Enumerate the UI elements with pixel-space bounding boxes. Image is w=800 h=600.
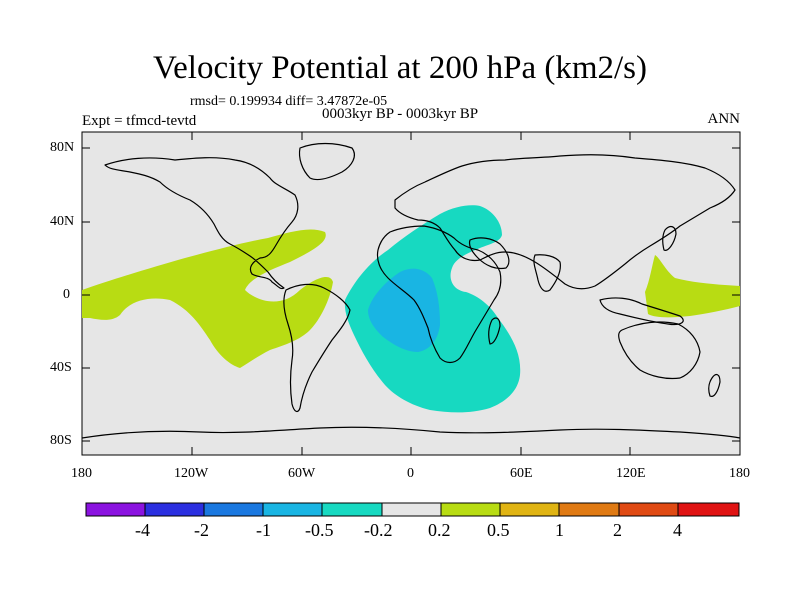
lat-tick-label: 40N <box>50 214 75 229</box>
colorbar-box-2 <box>144 502 205 517</box>
colorbar-box-11 <box>677 502 740 517</box>
colorbar-label: 0.2 <box>428 520 451 540</box>
lon-tick-label: 120E <box>616 466 646 481</box>
antarctica-outline <box>81 426 741 439</box>
arabia-outline <box>468 237 510 270</box>
colorbar-box-10 <box>618 502 679 517</box>
india-outline <box>533 254 561 292</box>
lon-tick-label: 0 <box>407 466 414 481</box>
lon-tick-label: 180 <box>71 466 92 481</box>
australia-outline <box>618 321 701 380</box>
north-america-outline <box>104 157 299 290</box>
colorbar-label: -1 <box>256 520 271 540</box>
europe-outline <box>394 154 736 290</box>
colorbar-box-4 <box>262 502 323 517</box>
positive-anomaly-regions <box>82 229 740 368</box>
colorbar-label: -0.2 <box>364 520 393 540</box>
lon-tick-label: 120W <box>174 466 209 481</box>
colorbar-box-5 <box>321 502 383 517</box>
colorbar-label: 1 <box>555 520 564 540</box>
new-zealand-outline <box>708 373 721 397</box>
lat-tick-label: 0 <box>63 287 70 302</box>
colorbar-box-8 <box>499 502 560 517</box>
coastlines <box>81 142 741 439</box>
colorbar-label: -4 <box>135 520 150 540</box>
colorbar-label: 0.5 <box>487 520 510 540</box>
colorbar-label: -2 <box>194 520 209 540</box>
lat-tick-label: 80N <box>50 140 75 155</box>
lon-tick-label: 180 <box>729 466 750 481</box>
lon-tick-label: 60E <box>510 466 533 481</box>
greenland-outline <box>298 142 355 181</box>
colorbar <box>85 502 740 517</box>
congo-anomaly-center <box>368 268 440 352</box>
period-text: 0003kyr BP - 0003kyr BP <box>322 106 479 122</box>
experiment-label: Expt = tfmcd-tevtd <box>82 113 197 129</box>
colorbar-box-7 <box>440 502 501 517</box>
southeast-asia-islands-outline <box>599 297 684 326</box>
axis-ticks <box>81 132 741 455</box>
colorbar-label: 4 <box>673 520 682 540</box>
stats-text: rmsd= 0.199934 diff= 3.47872e-05 <box>190 94 388 109</box>
south-america-outline <box>283 283 351 413</box>
colorbar-box-1 <box>85 502 146 517</box>
japan-outline <box>662 225 677 251</box>
colorbar-box-3 <box>203 502 264 517</box>
colorbar-box-6 <box>381 502 442 517</box>
colorbar-box-9 <box>558 502 620 517</box>
madagascar-outline <box>488 317 501 345</box>
colorbar-label: 2 <box>613 520 622 540</box>
east-pacific-anomaly <box>82 229 333 368</box>
lat-tick-label: 80S <box>50 433 72 448</box>
africa-outline <box>376 225 502 364</box>
lat-tick-label: 40S <box>50 360 72 375</box>
west-pacific-anomaly <box>645 255 740 318</box>
lon-tick-label: 60W <box>288 466 316 481</box>
colorbar-label: -0.5 <box>305 520 334 540</box>
season-label: ANN <box>707 111 741 127</box>
chart-title: Velocity Potential at 200 hPa (km2/s) <box>152 50 648 86</box>
